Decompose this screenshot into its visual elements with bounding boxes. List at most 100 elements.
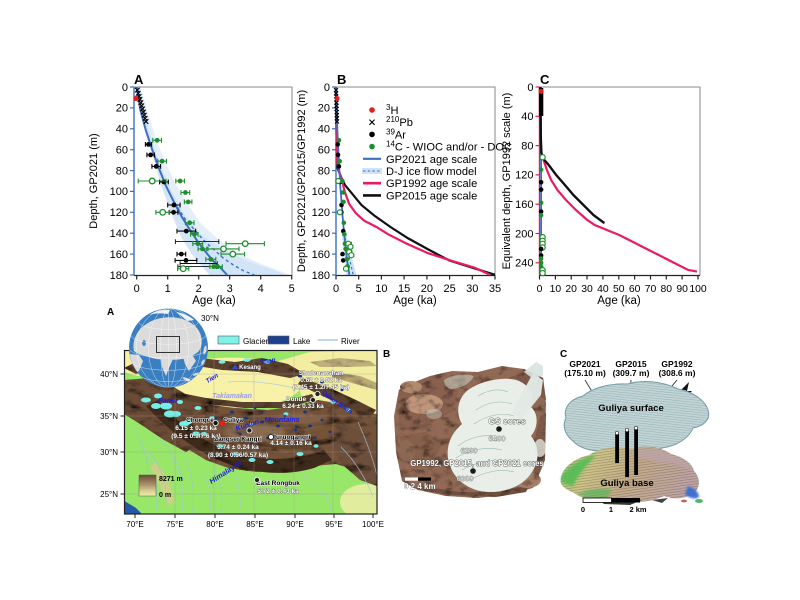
- svg-text:75°E: 75°E: [166, 520, 183, 529]
- svg-text:River: River: [341, 337, 360, 346]
- svg-text:0: 0: [527, 82, 533, 94]
- svg-text:Depth, GP2021 (m): Depth, GP2021 (m): [88, 133, 100, 228]
- svg-text:Age (ka): Age (ka): [597, 295, 641, 307]
- svg-text:39​Ar: 39​Ar: [386, 127, 406, 141]
- svg-text:8271 m: 8271 m: [159, 476, 183, 483]
- svg-text:Dunde: Dunde: [286, 396, 307, 403]
- svg-text:120: 120: [312, 207, 330, 219]
- svg-text:Zangser Kangri: Zangser Kangri: [214, 436, 262, 443]
- svg-text:Shan: Shan: [259, 357, 276, 367]
- svg-text:160: 160: [110, 249, 128, 261]
- svg-text:60: 60: [629, 284, 641, 295]
- svg-text:20: 20: [421, 283, 433, 295]
- svg-text:35: 35: [489, 283, 501, 295]
- svg-text:120: 120: [515, 170, 533, 182]
- svg-text:6200: 6200: [461, 446, 478, 455]
- svg-text:A: A: [134, 72, 144, 87]
- svg-text:20: 20: [318, 103, 330, 115]
- svg-text:Mountains: Mountains: [265, 417, 300, 424]
- svg-text:80: 80: [521, 140, 533, 152]
- svg-text:0: 0: [537, 284, 543, 295]
- svg-text:East Rongbuk: East Rongbuk: [256, 480, 300, 487]
- svg-text:(175.10 m): (175.10 m): [564, 368, 606, 378]
- svg-text:Puruogangri: Puruogangri: [272, 434, 311, 441]
- svg-text:(309.7 m): (309.7 m): [613, 368, 650, 378]
- svg-text:120: 120: [110, 207, 128, 219]
- svg-text:GS cores: GS cores: [488, 416, 526, 426]
- svg-text:50: 50: [613, 284, 625, 295]
- svg-text:100: 100: [689, 284, 707, 295]
- svg-text:Age (ka): Age (ka): [192, 295, 236, 307]
- svg-text:5.72 ± 0.43 ka: 5.72 ± 0.43 ka: [257, 488, 299, 495]
- svg-text:3​H: 3​H: [386, 103, 398, 117]
- svg-text:0 2 4 km: 0 2 4 km: [404, 482, 436, 491]
- svg-text:B: B: [383, 349, 390, 360]
- svg-text:140: 140: [110, 228, 128, 240]
- svg-text:Guliya surface: Guliya surface: [598, 403, 663, 414]
- svg-text:40: 40: [116, 124, 128, 136]
- svg-text:70°E: 70°E: [126, 520, 143, 529]
- svg-text:30: 30: [581, 284, 593, 295]
- svg-text:4: 4: [258, 283, 264, 295]
- svg-text:80: 80: [318, 165, 330, 177]
- svg-text:Depth, GP2021/GP2015/GP1992 (m: Depth, GP2021/GP2015/GP1992 (m): [296, 90, 308, 272]
- svg-text:GP2021: GP2021: [569, 359, 600, 369]
- svg-text:Taklamakan: Taklamakan: [212, 393, 252, 400]
- svg-text:40°N: 40°N: [100, 370, 118, 379]
- svg-text:0 m: 0 m: [159, 492, 171, 499]
- svg-text:C: C: [540, 72, 550, 87]
- svg-text:0.62 ± 0.02 ka: 0.62 ± 0.02 ka: [300, 377, 342, 384]
- svg-text:GP1992 age scale: GP1992 age scale: [386, 178, 477, 190]
- svg-text:(9.5 ± 0.9/7.6 ka): (9.5 ± 0.9/7.6 ka): [171, 433, 220, 440]
- svg-text:GP2015 age scale: GP2015 age scale: [386, 190, 477, 202]
- svg-text:240: 240: [515, 258, 533, 270]
- svg-text:100: 100: [110, 186, 128, 198]
- svg-text:Guliya base: Guliya base: [600, 478, 653, 489]
- svg-text:3.74 ± 0.24 ka: 3.74 ± 0.24 ka: [217, 444, 259, 451]
- svg-text:160: 160: [312, 249, 330, 261]
- svg-text:GP2021 age scale: GP2021 age scale: [386, 154, 477, 166]
- svg-text:(308.6 m): (308.6 m): [659, 368, 696, 378]
- svg-text:80: 80: [661, 284, 673, 295]
- svg-text:15: 15: [398, 283, 410, 295]
- svg-text:A: A: [107, 307, 114, 318]
- svg-text:B: B: [337, 72, 346, 87]
- svg-text:90°E: 90°E: [286, 520, 303, 529]
- svg-text:6000: 6000: [457, 474, 474, 483]
- svg-text:210​Pb: 210​Pb: [386, 115, 413, 129]
- svg-text:GP2015: GP2015: [615, 359, 646, 369]
- svg-text:Guliya: Guliya: [223, 417, 243, 424]
- svg-text:0: 0: [333, 283, 339, 295]
- svg-text:0: 0: [122, 82, 128, 94]
- svg-text:80: 80: [116, 165, 128, 177]
- svg-text:14​C - WIOC and/or - DOC: 14​C - WIOC and/or - DOC: [386, 140, 512, 154]
- svg-text:Chongce: Chongce: [186, 417, 214, 424]
- svg-text:6.15 ± 0.23 ka: 6.15 ± 0.23 ka: [175, 425, 217, 432]
- svg-text:Lake: Lake: [293, 337, 311, 346]
- svg-text:40: 40: [597, 284, 609, 295]
- svg-text:Shulenanshan: Shulenanshan: [299, 370, 343, 377]
- svg-text:85°E: 85°E: [246, 520, 263, 529]
- svg-text:1: 1: [165, 283, 171, 295]
- svg-text:C: C: [560, 349, 567, 360]
- svg-text:10: 10: [550, 284, 562, 295]
- svg-text:4.14 ± 0.16 ka: 4.14 ± 0.16 ka: [270, 440, 312, 447]
- svg-text:30°N: 30°N: [100, 448, 118, 457]
- svg-text:95°E: 95°E: [325, 520, 342, 529]
- svg-text:180: 180: [110, 270, 128, 282]
- svg-text:0: 0: [134, 283, 140, 295]
- svg-text:0: 0: [324, 82, 330, 94]
- svg-text:0: 0: [581, 505, 585, 514]
- svg-text:70: 70: [645, 284, 657, 295]
- svg-text:100°E: 100°E: [362, 520, 384, 529]
- svg-text:200: 200: [515, 228, 533, 240]
- svg-text:25: 25: [443, 283, 455, 295]
- svg-text:(7.45 ± 1.2/7.45 ka): (7.45 ± 1.2/7.45 ka): [293, 384, 350, 391]
- svg-text:Age (ka): Age (ka): [393, 295, 437, 307]
- svg-text:10: 10: [375, 283, 387, 295]
- svg-text:Glacier: Glacier: [243, 337, 269, 346]
- svg-text:6400: 6400: [489, 434, 506, 443]
- svg-text:60: 60: [116, 145, 128, 157]
- svg-text:30°N: 30°N: [201, 314, 219, 323]
- svg-text:60: 60: [318, 145, 330, 157]
